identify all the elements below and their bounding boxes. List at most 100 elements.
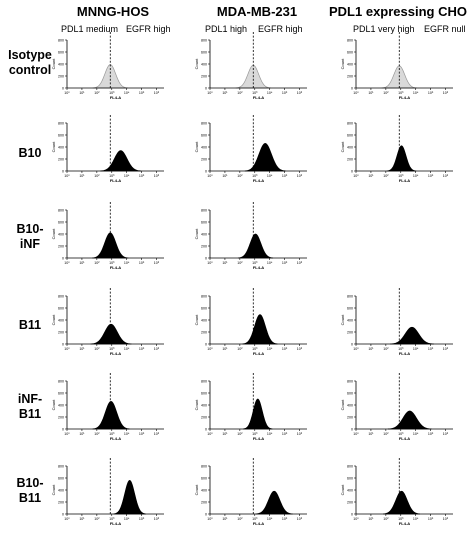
x-axis-label: FL4-A bbox=[110, 265, 121, 270]
x-tick-label: 10¹ bbox=[368, 174, 374, 178]
x-tick-label: 10² bbox=[94, 261, 100, 265]
x-tick-label: 10⁵ bbox=[428, 91, 434, 95]
y-axis-label: Count bbox=[194, 484, 199, 496]
x-tick-label: 10¹ bbox=[79, 261, 85, 265]
x-tick-label: 10⁰ bbox=[207, 517, 213, 521]
y-tick-label: 800 bbox=[201, 465, 207, 469]
x-tick-label: 10¹ bbox=[222, 174, 228, 178]
x-tick-label: 10³ bbox=[398, 347, 404, 351]
y-tick-label: 600 bbox=[58, 221, 64, 225]
column-egfr-level-mda-mb-231: EGFR high bbox=[258, 24, 303, 34]
x-tick-label: 10² bbox=[94, 347, 100, 351]
row-label-line: B10- bbox=[16, 476, 44, 490]
x-tick-label: 10¹ bbox=[222, 432, 228, 436]
y-tick-label: 400 bbox=[58, 404, 64, 408]
x-tick-label: 10² bbox=[237, 517, 243, 521]
x-tick-label: 10¹ bbox=[222, 91, 228, 95]
histogram-panel: 0 200 400 600 800 Count 10⁰ 10¹ 10² 10³ 10⁴ 10⁵ 10⁶ F… bbox=[51, 373, 164, 441]
y-tick-label: 0 bbox=[351, 428, 353, 432]
y-tick-label: 200 bbox=[201, 245, 207, 249]
row-label-line: B11 bbox=[18, 318, 42, 332]
x-tick-label: 10⁰ bbox=[64, 517, 70, 521]
x-tick-label: 10⁴ bbox=[267, 261, 273, 265]
x-tick-label: 10¹ bbox=[79, 174, 85, 178]
x-tick-label: 10⁰ bbox=[353, 432, 359, 436]
x-tick-label: 10⁶ bbox=[297, 261, 303, 265]
y-axis-label: Count bbox=[194, 58, 199, 70]
x-tick-label: 10⁰ bbox=[64, 432, 70, 436]
x-tick-label: 10³ bbox=[252, 261, 258, 265]
x-tick-label: 10⁶ bbox=[297, 432, 303, 436]
y-axis-label: Count bbox=[51, 228, 56, 240]
row-label-inf-b11: iNF- B11 bbox=[2, 392, 58, 422]
y-tick-label: 0 bbox=[62, 513, 64, 517]
histogram-panel: 0 200 400 600 800 Count 10⁰ 10¹ 10² 10³ 10⁴ 10⁵ 10⁶ F… bbox=[194, 32, 307, 100]
y-tick-label: 600 bbox=[58, 392, 64, 396]
x-tick-label: 10⁶ bbox=[443, 91, 449, 95]
x-tick-label: 10⁵ bbox=[139, 261, 145, 265]
x-tick-label: 10³ bbox=[109, 347, 115, 351]
x-tick-label: 10⁶ bbox=[297, 347, 303, 351]
x-tick-label: 10² bbox=[383, 174, 389, 178]
y-tick-label: 400 bbox=[201, 404, 207, 408]
x-axis-label: FL4-A bbox=[399, 95, 410, 100]
y-axis-label: Count bbox=[51, 314, 56, 326]
y-tick-label: 0 bbox=[351, 513, 353, 517]
y-tick-label: 800 bbox=[347, 122, 353, 126]
y-axis-label: Count bbox=[194, 141, 199, 153]
sample-histogram bbox=[113, 480, 146, 515]
histogram-panel: 0 200 400 600 800 Count 10⁰ 10¹ 10² 10³ 10⁴ 10⁵ 10⁶ F… bbox=[340, 115, 453, 183]
x-tick-label: 10⁵ bbox=[428, 432, 434, 436]
y-tick-label: 200 bbox=[58, 245, 64, 249]
x-tick-label: 10⁶ bbox=[443, 432, 449, 436]
x-axis-label: FL4-A bbox=[110, 95, 121, 100]
x-tick-label: 10⁵ bbox=[139, 517, 145, 521]
x-tick-label: 10³ bbox=[252, 91, 258, 95]
y-tick-label: 600 bbox=[58, 134, 64, 138]
x-tick-label: 10² bbox=[94, 91, 100, 95]
y-tick-label: 0 bbox=[205, 87, 207, 91]
row-label-line: B11 bbox=[18, 407, 42, 421]
x-tick-label: 10⁵ bbox=[428, 347, 434, 351]
histogram-panel: 0 200 400 600 800 Count 10⁰ 10¹ 10² 10³ 10⁴ 10⁵ 10⁶ F… bbox=[194, 202, 307, 270]
x-tick-label: 10² bbox=[383, 517, 389, 521]
x-axis-label: FL4-A bbox=[110, 178, 121, 183]
column-title-mda-mb-231: MDA-MB-231 bbox=[216, 4, 298, 19]
x-tick-label: 10⁰ bbox=[353, 174, 359, 178]
y-tick-label: 800 bbox=[58, 465, 64, 469]
row-label-line: control bbox=[8, 63, 52, 77]
y-axis-label: Count bbox=[340, 484, 345, 496]
row-label-line: Isotype bbox=[8, 48, 52, 62]
x-tick-label: 10⁵ bbox=[282, 517, 288, 521]
sample-histogram bbox=[100, 150, 142, 172]
y-axis-label: Count bbox=[194, 314, 199, 326]
y-tick-label: 200 bbox=[347, 75, 353, 79]
x-tick-label: 10⁶ bbox=[154, 91, 160, 95]
y-tick-label: 0 bbox=[62, 170, 64, 174]
x-tick-label: 10¹ bbox=[79, 91, 85, 95]
column-pdl1-level-mda-mb-231: PDL1 high bbox=[205, 24, 248, 34]
x-tick-label: 10² bbox=[237, 347, 243, 351]
y-tick-label: 0 bbox=[62, 428, 64, 432]
x-tick-label: 10⁶ bbox=[154, 174, 160, 178]
y-tick-label: 600 bbox=[347, 392, 353, 396]
x-axis-label: FL4-A bbox=[110, 351, 121, 356]
x-tick-label: 10⁴ bbox=[267, 347, 273, 351]
x-tick-label: 10² bbox=[237, 174, 243, 178]
y-tick-label: 0 bbox=[62, 257, 64, 261]
histogram-panel: 0 200 400 600 800 Count 10⁰ 10¹ 10² 10³ 10⁴ 10⁵ 10⁶ F… bbox=[340, 32, 453, 100]
x-axis-label: FL4-A bbox=[399, 521, 410, 526]
x-tick-label: 10¹ bbox=[368, 91, 374, 95]
x-tick-label: 10⁵ bbox=[282, 347, 288, 351]
x-tick-label: 10⁴ bbox=[413, 174, 419, 178]
y-tick-label: 800 bbox=[201, 209, 207, 213]
y-tick-label: 800 bbox=[58, 122, 64, 126]
x-tick-label: 10³ bbox=[109, 261, 115, 265]
x-tick-label: 10⁴ bbox=[124, 347, 130, 351]
y-tick-label: 800 bbox=[347, 465, 353, 469]
sample-histogram bbox=[237, 233, 274, 259]
y-tick-label: 400 bbox=[58, 233, 64, 237]
y-tick-label: 600 bbox=[347, 307, 353, 311]
x-tick-label: 10⁶ bbox=[154, 261, 160, 265]
y-tick-label: 800 bbox=[58, 209, 64, 213]
